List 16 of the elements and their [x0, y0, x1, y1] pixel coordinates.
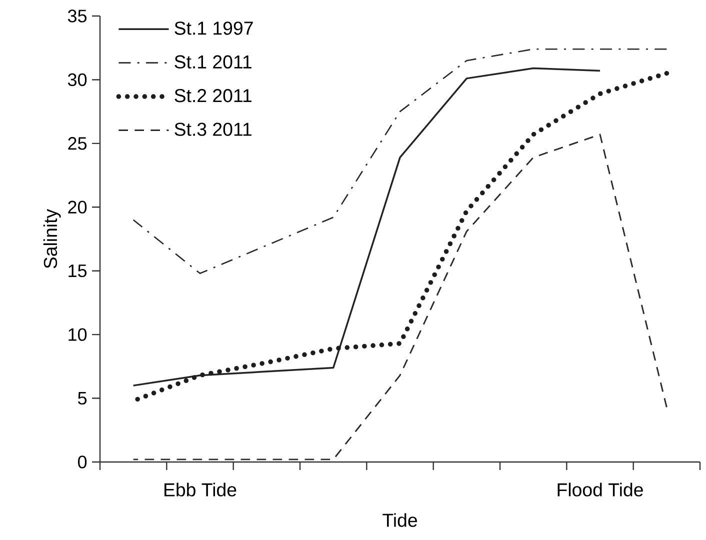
- x-tick-label: Flood Tide: [558, 482, 643, 496]
- x-tick-label: Ebb Tide: [164, 482, 236, 496]
- y-tick-label: 30: [68, 73, 87, 86]
- y-tick-label: 0: [78, 456, 87, 468]
- y-tick-label: 5: [78, 392, 87, 405]
- y-tick-label: 15: [68, 264, 87, 278]
- y-tick-label: 10: [68, 328, 87, 341]
- y-tick-label: 25: [68, 137, 87, 150]
- x-axis-title: Tide: [382, 513, 417, 527]
- legend-label: St.1 1997: [174, 22, 253, 35]
- legend-label: St.1 2011: [174, 55, 252, 69]
- legend-label: St.3 2011: [174, 122, 252, 136]
- y-tick-label: 35: [68, 10, 87, 22]
- legend-label: St.2 2011: [174, 88, 252, 102]
- y-axis-title: Salinity: [43, 208, 61, 268]
- y-tick-label: 20: [68, 200, 87, 214]
